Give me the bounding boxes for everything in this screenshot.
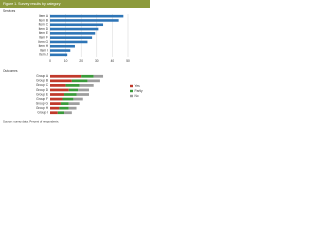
x-tick-label: 10 xyxy=(64,59,68,63)
bar-segment xyxy=(64,111,72,115)
bar-segment xyxy=(68,88,79,92)
bar-segment xyxy=(50,111,58,115)
bar-segment xyxy=(65,84,80,87)
x-tick-label: 40 xyxy=(111,59,115,63)
footnote: Source: survey data. Percent of responde… xyxy=(3,120,59,124)
bar-segment xyxy=(50,79,72,83)
legend-swatch xyxy=(130,89,133,93)
section-title: Outcomes xyxy=(3,69,18,73)
section-title: Services xyxy=(3,9,16,13)
y-tick-label: Item G xyxy=(38,40,48,44)
legend-swatch xyxy=(130,94,133,98)
y-tick-label: Group C xyxy=(36,83,49,87)
bar-segment xyxy=(64,93,77,96)
x-tick-label: 50 xyxy=(126,59,130,63)
legend-swatch xyxy=(130,84,133,88)
legend-label: No xyxy=(135,94,139,98)
y-tick-label: Item E xyxy=(39,31,48,35)
legend-label: Partly xyxy=(135,89,144,93)
y-tick-label: Item B xyxy=(39,18,48,22)
bar-segment xyxy=(68,106,77,110)
bar-segment xyxy=(59,106,69,110)
y-tick-label: Item D xyxy=(39,27,49,31)
y-tick-label: Group H xyxy=(36,106,49,110)
x-tick-label: 30 xyxy=(95,59,99,63)
bar-segment xyxy=(71,79,88,83)
bar-segment xyxy=(76,93,89,96)
page-title: Figure 1. Survey results by category xyxy=(3,2,61,6)
y-tick-label: Group G xyxy=(36,101,49,105)
bar xyxy=(50,44,75,48)
bar-segment xyxy=(60,102,69,105)
legend-label: Yes xyxy=(135,84,141,88)
bar xyxy=(50,49,71,52)
bar xyxy=(50,53,68,57)
bar-segment xyxy=(68,102,80,105)
bar xyxy=(50,23,104,27)
bar xyxy=(50,40,88,44)
y-tick-label: Group F xyxy=(36,97,48,101)
y-tick-label: Item H xyxy=(39,44,49,48)
bar xyxy=(50,27,99,31)
chart: Figure 1. Survey results by category Sou… xyxy=(0,0,150,124)
bar xyxy=(50,14,124,18)
bar-segment xyxy=(73,97,83,101)
bar xyxy=(50,32,96,35)
bar-segment xyxy=(93,74,104,78)
bar-segment xyxy=(50,74,82,78)
bar-segment xyxy=(81,74,94,78)
bar-segment xyxy=(87,79,100,83)
bar-segment xyxy=(50,97,63,101)
bar xyxy=(50,36,93,39)
bar-segment xyxy=(57,111,65,115)
y-tick-label: Item I xyxy=(40,48,48,52)
y-tick-label: Group E xyxy=(36,92,48,96)
bar xyxy=(50,19,119,22)
y-tick-label: Item A xyxy=(39,14,49,18)
y-tick-label: Item C xyxy=(39,23,49,27)
y-tick-label: Item F xyxy=(39,35,48,39)
y-tick-label: Group B xyxy=(36,79,48,83)
bar-segment xyxy=(50,106,60,110)
title-band xyxy=(0,0,150,8)
y-tick-label: Group A xyxy=(36,74,49,78)
bar-segment xyxy=(50,84,66,87)
bar-segment xyxy=(78,88,89,92)
x-tick-label: 0 xyxy=(49,59,51,63)
bar-segment xyxy=(62,97,74,101)
bar-segment xyxy=(50,93,65,96)
y-tick-label: Item J xyxy=(39,53,48,57)
y-tick-label: Group I xyxy=(37,111,48,115)
bar-segment xyxy=(79,84,94,87)
bar-segment xyxy=(50,102,61,105)
y-tick-label: Group D xyxy=(36,88,49,92)
x-tick-label: 20 xyxy=(79,59,83,63)
bar-segment xyxy=(50,88,69,92)
